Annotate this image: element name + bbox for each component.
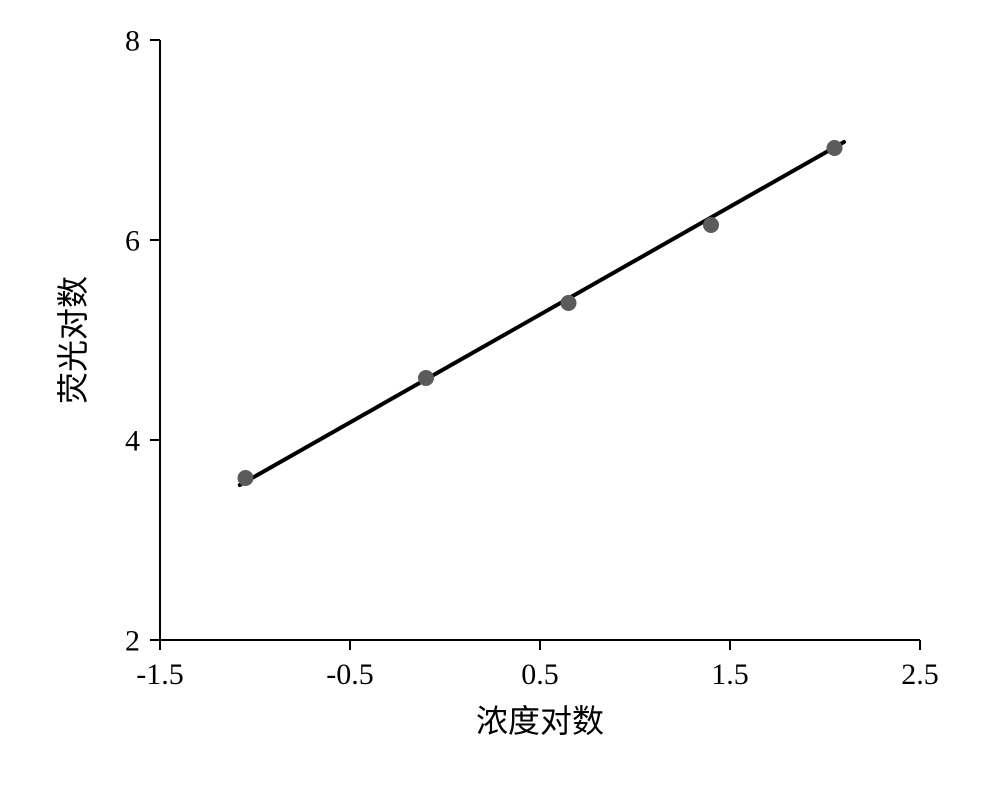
data-point [561,295,577,311]
x-tick-label: 2.5 [901,658,939,691]
data-point [827,140,843,156]
x-axis-title: 浓度对数 [476,703,604,739]
y-tick-label: 4 [125,425,140,458]
data-point [703,217,719,233]
data-point [418,370,434,386]
y-tick-label: 6 [125,225,140,258]
y-axis-title: 荧光对数 [55,276,91,404]
chart-svg: -1.5 -0.5 0.5 1.5 2.5 2 4 6 8 浓度对数 荧光对数 [50,30,950,770]
scatter-chart: -1.5 -0.5 0.5 1.5 2.5 2 4 6 8 浓度对数 荧光对数 [50,30,950,770]
x-tick-label: -1.5 [136,658,184,691]
x-tick-label: 1.5 [711,658,749,691]
data-point [238,470,254,486]
x-tick-label: 0.5 [521,658,559,691]
x-tick-label: -0.5 [326,658,374,691]
y-tick-label: 8 [125,30,140,58]
y-tick-label: 2 [125,625,140,658]
